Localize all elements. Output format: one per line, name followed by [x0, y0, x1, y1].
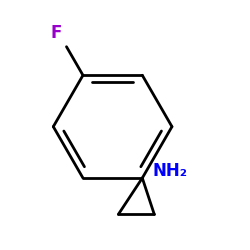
Text: F: F [50, 24, 62, 42]
Text: NH₂: NH₂ [152, 162, 187, 180]
